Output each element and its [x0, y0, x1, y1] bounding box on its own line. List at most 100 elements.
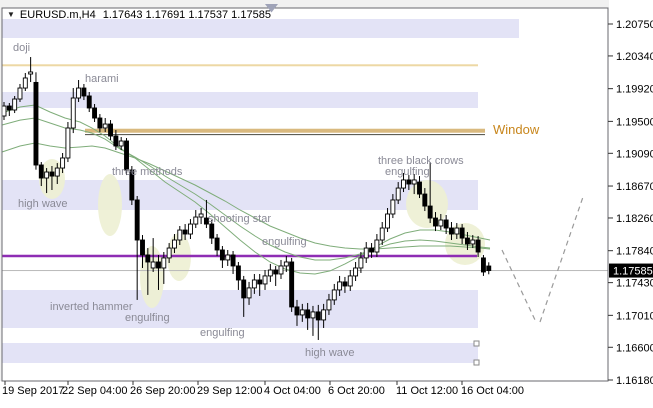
upper-resistance-line [2, 64, 478, 67]
ma-fast [1, 104, 491, 275]
candle-body [108, 123, 113, 137]
candle-body [177, 229, 183, 241]
candle-body [283, 261, 289, 267]
window-underline [85, 134, 485, 136]
ohlc-quotes-label: 1.17643 1.17691 1.17537 1.17585 [102, 8, 271, 21]
candle-body [299, 309, 305, 316]
candle-body [134, 199, 140, 241]
candle-body [113, 135, 119, 147]
candle-body [129, 169, 135, 201]
pattern-label-inverted-hammer: inverted hammer [50, 301, 133, 313]
candle-body [38, 164, 44, 179]
candle-body [454, 227, 460, 235]
candle-body [310, 311, 316, 319]
candle-body [102, 123, 108, 129]
candle-body [225, 254, 231, 261]
candle-body [60, 157, 66, 169]
time-axis-label: 26 Sep 20:00 [130, 385, 195, 397]
candle-body [172, 239, 177, 249]
forecast-up-leg [539, 196, 584, 323]
pattern-label-three-black-crows: three black crows [378, 155, 464, 167]
window-chrome-left [0, 8, 2, 381]
candle-body [267, 269, 273, 277]
candle-body [262, 275, 268, 285]
candle-body [449, 227, 454, 235]
candle-body [385, 213, 390, 229]
candle-body [331, 289, 337, 301]
selection-handle[interactable] [473, 359, 480, 366]
window-chrome-top [0, 0, 653, 8]
time-axis-label: 29 Sep 12:00 [197, 385, 262, 397]
time-axis-label: 6 Oct 20:00 [328, 385, 385, 397]
pattern-label-engulfing: engulfing [262, 236, 307, 248]
time-axis-label: 22 Sep 04:00 [62, 385, 127, 397]
candle-body [118, 140, 124, 147]
purple-support-line [2, 254, 477, 258]
band-1166[interactable] [2, 343, 478, 363]
candle-body [390, 199, 396, 215]
price-axis-label: 1.19920 [616, 84, 653, 96]
candle-body [166, 247, 172, 259]
time-axis-label: 19 Sep 2017 [2, 385, 64, 397]
price-axis-label: 1.16180 [616, 375, 653, 387]
candle-body [379, 227, 385, 241]
candle-body [443, 219, 449, 229]
price-axis-label: 1.19090 [616, 148, 653, 160]
candle-body [12, 98, 18, 111]
price-axis-label: 1.17430 [616, 278, 653, 290]
candle-body [44, 171, 50, 179]
candle-body [315, 311, 321, 321]
candle-body [209, 223, 215, 239]
candle-body [193, 216, 199, 225]
ma-slow [1, 142, 491, 250]
candle-body [417, 181, 422, 195]
candle-body [406, 179, 412, 185]
pattern-label-window: Window [493, 122, 540, 137]
candle-body [374, 239, 380, 253]
candle-body [86, 95, 92, 109]
candle-body [369, 247, 375, 253]
candle-body [251, 279, 257, 289]
candle-body [401, 179, 406, 189]
forecast-down-leg [501, 249, 537, 323]
selection-handle[interactable] [473, 340, 480, 347]
candle-body [257, 279, 263, 285]
pattern-label-three-methods: three methods [112, 166, 183, 178]
candle-body [438, 219, 444, 227]
candle-body [70, 97, 76, 129]
candle-body [161, 257, 167, 269]
candle-body [289, 261, 295, 308]
band-1199 [2, 92, 478, 108]
window-line [85, 128, 485, 133]
price-axis-label: 1.18260 [616, 213, 653, 225]
price-axis-label: 1.20750 [616, 19, 653, 31]
candle-body [480, 257, 486, 273]
pattern-label-high-wave: high wave [305, 347, 355, 359]
candle-body [124, 140, 129, 171]
candle-body [76, 87, 82, 99]
candle-body [150, 261, 156, 269]
candle-body [358, 257, 364, 269]
candle-body [28, 71, 34, 75]
candle-body [203, 217, 209, 225]
current-price-tag-label: 1.17585 [613, 266, 653, 278]
collapse-triangle-icon[interactable]: ▼ [7, 9, 15, 19]
candle-body [464, 237, 470, 245]
chart-title: ▼ EURUSD.m,H4 1.17643 1.17691 1.17537 1.… [7, 8, 271, 21]
pattern-label-doji: doji [13, 42, 30, 54]
price-axis-label: 1.16600 [616, 342, 653, 354]
plot-border [1, 7, 609, 382]
candle-body [235, 265, 241, 281]
pattern-label-harami: harami [85, 73, 119, 85]
candle-body [1, 105, 7, 117]
price-axis-label: 1.17010 [616, 310, 653, 322]
price-axis-label: 1.17840 [616, 246, 653, 258]
pattern-label-high-wave: high wave [18, 198, 68, 210]
candle-body [198, 213, 204, 218]
candle-body [241, 279, 247, 299]
candle-body [433, 217, 438, 227]
candle-body [97, 117, 103, 129]
band-1172 [2, 290, 478, 328]
current-price-line [2, 270, 608, 272]
